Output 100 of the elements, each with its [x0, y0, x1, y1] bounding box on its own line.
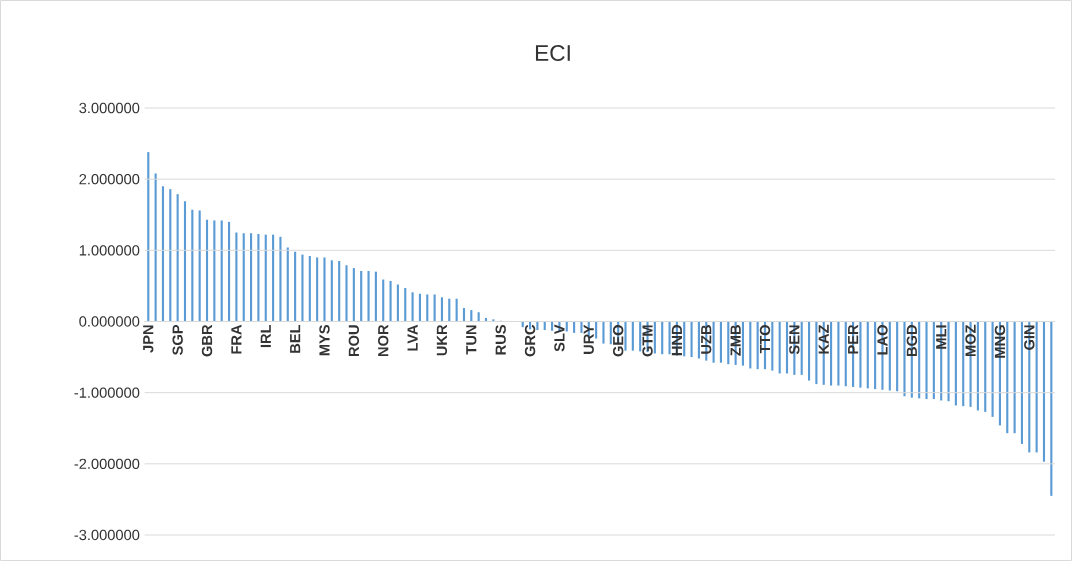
bar — [470, 310, 473, 322]
bar — [1035, 321, 1038, 453]
bar — [712, 321, 715, 363]
bar — [227, 221, 231, 322]
bar — [683, 321, 686, 357]
bar — [771, 321, 774, 371]
bar — [631, 321, 634, 351]
bar — [213, 220, 216, 322]
x-tick-label: LAO — [877, 325, 888, 355]
bar — [800, 321, 803, 375]
bar — [360, 270, 363, 322]
bar — [1006, 321, 1009, 434]
bar — [418, 293, 421, 322]
bar — [308, 256, 311, 322]
bar — [609, 321, 612, 345]
bar — [411, 292, 414, 322]
bar — [367, 270, 370, 322]
bar — [1042, 321, 1046, 462]
bar — [624, 321, 627, 351]
bar — [396, 284, 399, 322]
bar — [595, 321, 598, 339]
bar — [191, 209, 194, 322]
bar — [903, 321, 906, 397]
bar — [426, 294, 429, 322]
bar — [382, 279, 385, 322]
bar — [962, 321, 965, 407]
bar — [727, 321, 730, 365]
x-tick-label: URY — [583, 324, 594, 354]
x-tick-label: NOR — [378, 324, 389, 357]
y-tick-label: 0.000000 — [79, 316, 140, 327]
bar — [837, 321, 840, 386]
x-tick-label: UKR — [436, 324, 448, 356]
x-tick-label: TUN — [466, 325, 477, 355]
bar — [404, 288, 407, 322]
bar — [338, 261, 341, 322]
bar — [551, 321, 554, 331]
x-tick-label: GIN — [1024, 325, 1035, 350]
bar — [954, 321, 957, 406]
bar — [932, 321, 935, 400]
bar — [925, 321, 928, 400]
bar — [183, 201, 187, 322]
bar — [250, 233, 253, 322]
bar — [330, 260, 333, 322]
y-tick-label: 2.000000 — [79, 173, 140, 185]
y-tick-label: 1.000000 — [79, 245, 140, 256]
bar — [991, 321, 994, 417]
x-tick-label: RUS — [495, 325, 506, 355]
bar — [205, 219, 209, 322]
bar — [323, 257, 326, 322]
bar — [345, 265, 348, 322]
bar — [352, 268, 355, 322]
x-tick-label: HND — [671, 325, 682, 356]
bar — [661, 321, 664, 355]
bar — [918, 321, 921, 399]
bar — [176, 194, 179, 322]
x-tick-label: PER — [848, 324, 859, 354]
x-tick-label: MYS — [319, 325, 330, 356]
bar — [477, 312, 480, 322]
bar — [374, 271, 377, 322]
bar — [741, 321, 745, 366]
x-tick-label: UZB — [701, 325, 712, 354]
bar — [573, 321, 576, 333]
bar — [844, 321, 847, 387]
bar — [1013, 321, 1016, 434]
bar — [896, 321, 899, 392]
bar — [697, 321, 700, 359]
bar — [1020, 321, 1024, 444]
bar — [220, 220, 223, 322]
bar — [690, 321, 693, 358]
bar — [257, 233, 260, 322]
bar — [286, 247, 289, 322]
bar — [455, 298, 458, 322]
bar — [433, 294, 436, 322]
x-tick-label: MNG — [994, 325, 1006, 358]
bar — [947, 321, 950, 402]
x-tick-label: SLV — [554, 324, 565, 352]
bar — [161, 186, 165, 322]
bar — [976, 321, 979, 411]
bar — [301, 254, 304, 322]
bar — [154, 173, 157, 322]
x-tick-label: SGP — [172, 324, 183, 355]
bar — [785, 321, 789, 374]
bar — [264, 234, 267, 322]
x-tick-label: LVA — [407, 324, 418, 351]
bar — [778, 321, 781, 374]
bar — [316, 257, 319, 322]
x-tick-label: BEL — [290, 324, 301, 353]
x-tick-label: JPN — [143, 325, 154, 353]
x-tick-label: IRL — [260, 324, 271, 348]
bar — [169, 189, 172, 322]
bar — [198, 210, 201, 322]
chart-title: ECI — [535, 44, 570, 62]
bar — [580, 321, 583, 333]
bar — [984, 321, 987, 412]
x-tick-label: GRC — [524, 324, 536, 357]
bar — [653, 321, 656, 354]
x-tick-label: TTO — [759, 325, 771, 354]
bar — [462, 307, 466, 322]
x-tick-label: KAZ — [818, 324, 829, 354]
bar — [235, 232, 238, 322]
